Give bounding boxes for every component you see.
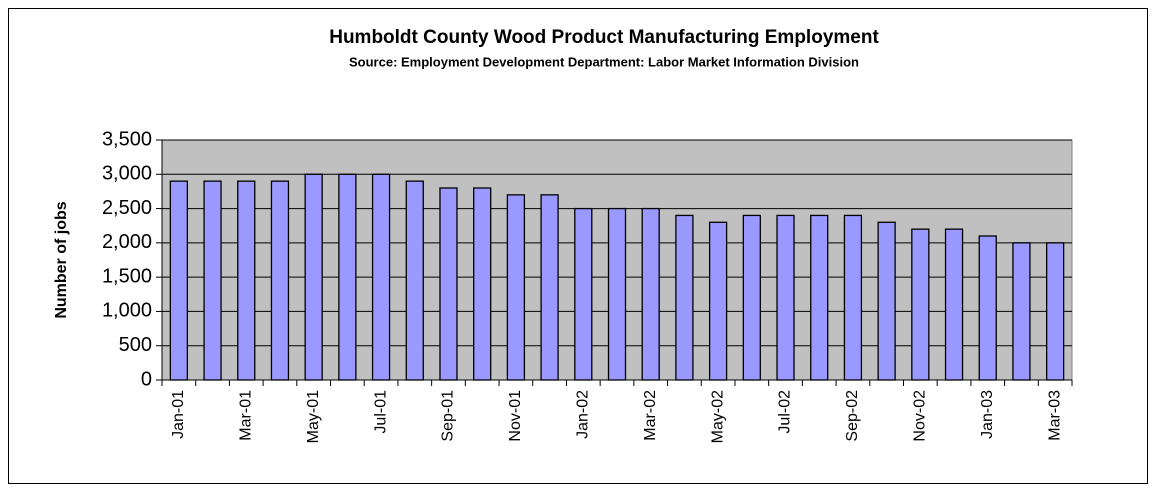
y-tick-label: 1,000: [102, 300, 152, 322]
y-axis-label: Number of jobs: [53, 201, 70, 318]
x-tick-label: Mar-03: [1046, 390, 1063, 441]
bar: [338, 173, 357, 381]
bar: [304, 173, 323, 381]
chart-title: Humboldt County Wood Product Manufacturi…: [329, 27, 879, 48]
bar: [574, 207, 593, 381]
bar: [203, 180, 222, 381]
x-tick-label: Mar-02: [642, 390, 659, 441]
x-tick-label: Jan-03: [979, 390, 996, 439]
y-tick-label: 3,500: [102, 128, 152, 150]
bar: [169, 180, 189, 381]
chart-subtitle: Source: Employment Development Departmen…: [349, 54, 859, 69]
bar: [675, 214, 694, 381]
bar: [776, 214, 795, 381]
bar: [540, 194, 559, 381]
bar: [405, 180, 424, 381]
x-tick-label: Jan-01: [170, 390, 187, 439]
x-tick-label: Sep-02: [844, 390, 861, 442]
bar: [270, 180, 290, 381]
bar: [1045, 242, 1065, 381]
y-tick-label: 500: [119, 334, 152, 356]
bar: [641, 207, 660, 381]
bar: [944, 228, 964, 381]
bar: [978, 235, 997, 381]
x-tick-label: Jul-01: [372, 390, 389, 434]
y-tick-label: 2,000: [102, 231, 152, 253]
bar: [473, 187, 492, 381]
bar: [742, 214, 761, 381]
bar: [810, 214, 829, 381]
bar: [843, 214, 863, 381]
bar: [237, 180, 256, 381]
y-tick-label: 0: [141, 368, 152, 390]
x-tick-label: Nov-01: [507, 390, 524, 442]
bar: [877, 221, 896, 381]
bar: [506, 194, 526, 381]
x-tick-label: Mar-01: [237, 390, 254, 441]
bar: [1012, 242, 1031, 381]
bar: [439, 187, 458, 381]
bar: [371, 173, 391, 381]
y-tick-label: 2,500: [102, 197, 152, 219]
x-tick-label: Jan-02: [575, 390, 592, 439]
y-tick-label: 1,500: [102, 265, 152, 287]
x-tick-label: May-01: [305, 390, 322, 443]
y-tick-label: 3,000: [102, 163, 152, 185]
bar: [708, 221, 728, 381]
x-tick-label: Nov-02: [912, 390, 929, 442]
bar: [607, 207, 627, 381]
x-tick-label: Sep-01: [440, 390, 457, 442]
bar: [911, 228, 930, 381]
x-tick-label: Jul-02: [777, 390, 794, 434]
x-tick-label: May-02: [709, 390, 726, 443]
